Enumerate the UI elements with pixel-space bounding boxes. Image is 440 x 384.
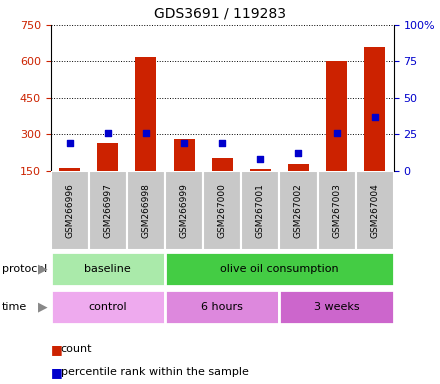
- Bar: [326, 61, 347, 171]
- Bar: [318, 171, 356, 250]
- Bar: [356, 171, 394, 250]
- Bar: [288, 164, 309, 171]
- Bar: [203, 171, 241, 250]
- Bar: [279, 290, 394, 324]
- Bar: [165, 252, 394, 286]
- Bar: [51, 171, 89, 250]
- Point: [219, 140, 226, 146]
- Text: GSM266996: GSM266996: [65, 183, 74, 238]
- Point: [371, 114, 378, 120]
- Bar: [364, 47, 385, 171]
- Bar: [165, 290, 279, 324]
- Text: ▶: ▶: [38, 262, 48, 275]
- Text: GDS3691 / 119283: GDS3691 / 119283: [154, 7, 286, 20]
- Bar: [127, 171, 165, 250]
- Text: protocol: protocol: [2, 264, 48, 274]
- Bar: [97, 143, 118, 171]
- Text: GSM267000: GSM267000: [218, 183, 227, 238]
- Text: ■: ■: [51, 366, 62, 379]
- Text: baseline: baseline: [84, 264, 131, 274]
- Text: olive oil consumption: olive oil consumption: [220, 264, 339, 274]
- Text: ■: ■: [51, 343, 62, 356]
- Point: [295, 150, 302, 156]
- Text: 6 hours: 6 hours: [201, 302, 243, 312]
- Text: GSM266999: GSM266999: [180, 183, 189, 238]
- Point: [333, 130, 340, 136]
- Bar: [212, 157, 233, 171]
- Point: [66, 140, 73, 146]
- Text: GSM266997: GSM266997: [103, 183, 112, 238]
- Text: GSM267003: GSM267003: [332, 183, 341, 238]
- Bar: [51, 290, 165, 324]
- Text: percentile rank within the sample: percentile rank within the sample: [61, 367, 249, 377]
- Text: ▶: ▶: [38, 301, 48, 314]
- Text: control: control: [88, 302, 127, 312]
- Point: [180, 140, 187, 146]
- Bar: [89, 171, 127, 250]
- Point: [104, 130, 111, 136]
- Text: GSM267004: GSM267004: [370, 183, 379, 238]
- Bar: [279, 171, 318, 250]
- Text: GSM267002: GSM267002: [294, 183, 303, 238]
- Point: [143, 130, 150, 136]
- Point: [257, 156, 264, 162]
- Bar: [51, 252, 165, 286]
- Bar: [59, 169, 80, 171]
- Text: count: count: [61, 344, 92, 354]
- Bar: [174, 139, 194, 171]
- Text: GSM266998: GSM266998: [141, 183, 150, 238]
- Text: GSM267001: GSM267001: [256, 183, 265, 238]
- Bar: [250, 169, 271, 171]
- Bar: [241, 171, 279, 250]
- Bar: [165, 171, 203, 250]
- Text: 3 weeks: 3 weeks: [314, 302, 359, 312]
- Text: time: time: [2, 302, 27, 312]
- Bar: [136, 56, 157, 171]
